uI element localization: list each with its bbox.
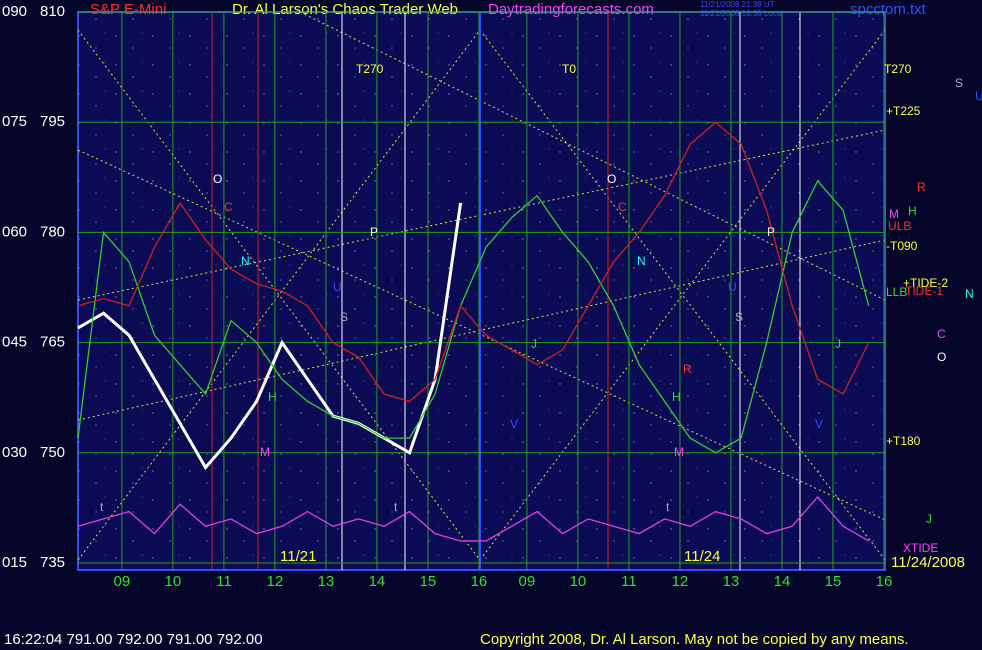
- date-label: 11/24/2008: [891, 554, 965, 571]
- annotation: -T090: [886, 239, 918, 253]
- x-tick-label: 15: [825, 573, 842, 590]
- x-tick-label: 09: [519, 573, 536, 590]
- x-tick-label: 13: [318, 573, 335, 590]
- annotation: V: [815, 417, 823, 431]
- annotation: J: [926, 512, 932, 526]
- annotation: N: [637, 254, 646, 268]
- x-tick-label: 15: [420, 573, 437, 590]
- annotation: C: [618, 200, 627, 214]
- status: 16:22:04 791.00 792.00 791.00 792.00: [4, 631, 263, 648]
- copyright: Copyright 2008, Dr. Al Larson. May not b…: [480, 631, 909, 648]
- annotation: O: [607, 172, 616, 186]
- annotation: T270: [356, 62, 384, 76]
- x-tick-label: 16: [876, 573, 893, 590]
- annotation: R: [683, 362, 692, 376]
- annotation: N: [965, 287, 974, 301]
- x-tick-label: 11: [621, 573, 637, 590]
- annotation: +TIDE-2: [903, 276, 948, 290]
- diagonal-lines: [77, 11, 886, 561]
- annotation: M: [260, 445, 270, 459]
- annotation: O: [213, 172, 222, 186]
- annotation: t: [666, 500, 670, 514]
- annotation: C: [224, 200, 233, 214]
- x-tick-label: 11: [216, 573, 232, 590]
- y2-tick-label: 030: [2, 444, 27, 461]
- header: Dr. Al Larson's Chaos Trader Web: [232, 1, 458, 18]
- plot-area: [77, 11, 886, 571]
- header: S&P E-Mini: [90, 1, 166, 18]
- header: spcctom.txt: [850, 1, 927, 18]
- series-line: [77, 495, 870, 542]
- x-tick-label: 14: [369, 573, 386, 590]
- header: Daytradingforecasts.com: [488, 1, 654, 18]
- annotation: T270: [884, 62, 912, 76]
- annotation: XTIDE: [903, 541, 938, 555]
- y-tick-label: 795: [40, 113, 65, 130]
- annotation: R: [917, 180, 926, 194]
- y2-tick-label: 045: [2, 334, 27, 351]
- annotation: S: [955, 76, 963, 90]
- date-label: 11/21: [280, 548, 316, 565]
- x-tick-label: 13: [723, 573, 740, 590]
- annotation: t: [394, 500, 398, 514]
- x-tick-label: 09: [114, 573, 131, 590]
- y-tick-label: 780: [40, 223, 65, 240]
- annotation: U: [333, 280, 342, 294]
- annotation: ULB: [888, 219, 911, 233]
- annotation: U: [975, 89, 982, 103]
- annotation: J: [835, 337, 841, 351]
- y2-tick-label: 060: [2, 223, 27, 240]
- annotation: P: [370, 225, 378, 239]
- annotation: U: [728, 280, 737, 294]
- annotation: t: [100, 500, 104, 514]
- date-label: 11/24: [684, 548, 720, 565]
- annotation: H: [268, 390, 277, 404]
- annotation: M: [674, 445, 684, 459]
- annotation: O: [937, 350, 946, 364]
- annotation: S: [735, 310, 743, 324]
- annotation: P: [767, 225, 775, 239]
- annotation: V: [510, 417, 518, 431]
- annotation: +T180: [886, 434, 921, 448]
- x-tick-label: 14: [774, 573, 791, 590]
- annotation: H: [908, 204, 917, 218]
- series-line: [77, 202, 463, 471]
- y-tick-label: 750: [40, 444, 65, 461]
- y2-tick-label: 075: [2, 113, 27, 130]
- annotation: M: [889, 207, 899, 221]
- annotation: N: [241, 254, 250, 268]
- series-line: [77, 179, 870, 454]
- annotation: LLB: [886, 285, 907, 299]
- y-tick-label: 765: [40, 334, 65, 351]
- x-tick-label: 12: [672, 573, 689, 590]
- x-tick-label: 16: [471, 573, 488, 590]
- annotation: H: [672, 390, 681, 404]
- x-tick-label: 10: [165, 573, 182, 590]
- timestamp: 11/21/2008 16:38 Local: [700, 9, 783, 18]
- annotation: TIDE-1: [905, 284, 943, 298]
- x-tick-label: 12: [267, 573, 284, 590]
- y-tick-label: 735: [40, 554, 65, 571]
- x-tick-label: 10: [570, 573, 587, 590]
- timestamp: 11/21/2008 21:38 UT: [700, 0, 775, 9]
- annotation: T0: [562, 62, 576, 76]
- annotation: J: [531, 337, 537, 351]
- y-tick-label: 810: [40, 3, 65, 20]
- annotation: S: [340, 310, 348, 324]
- annotation: +T225: [886, 104, 921, 118]
- y2-tick-label: 015: [2, 554, 27, 571]
- series-line: [77, 121, 870, 403]
- annotation: C: [937, 327, 946, 341]
- y2-tick-label: 090: [2, 3, 27, 20]
